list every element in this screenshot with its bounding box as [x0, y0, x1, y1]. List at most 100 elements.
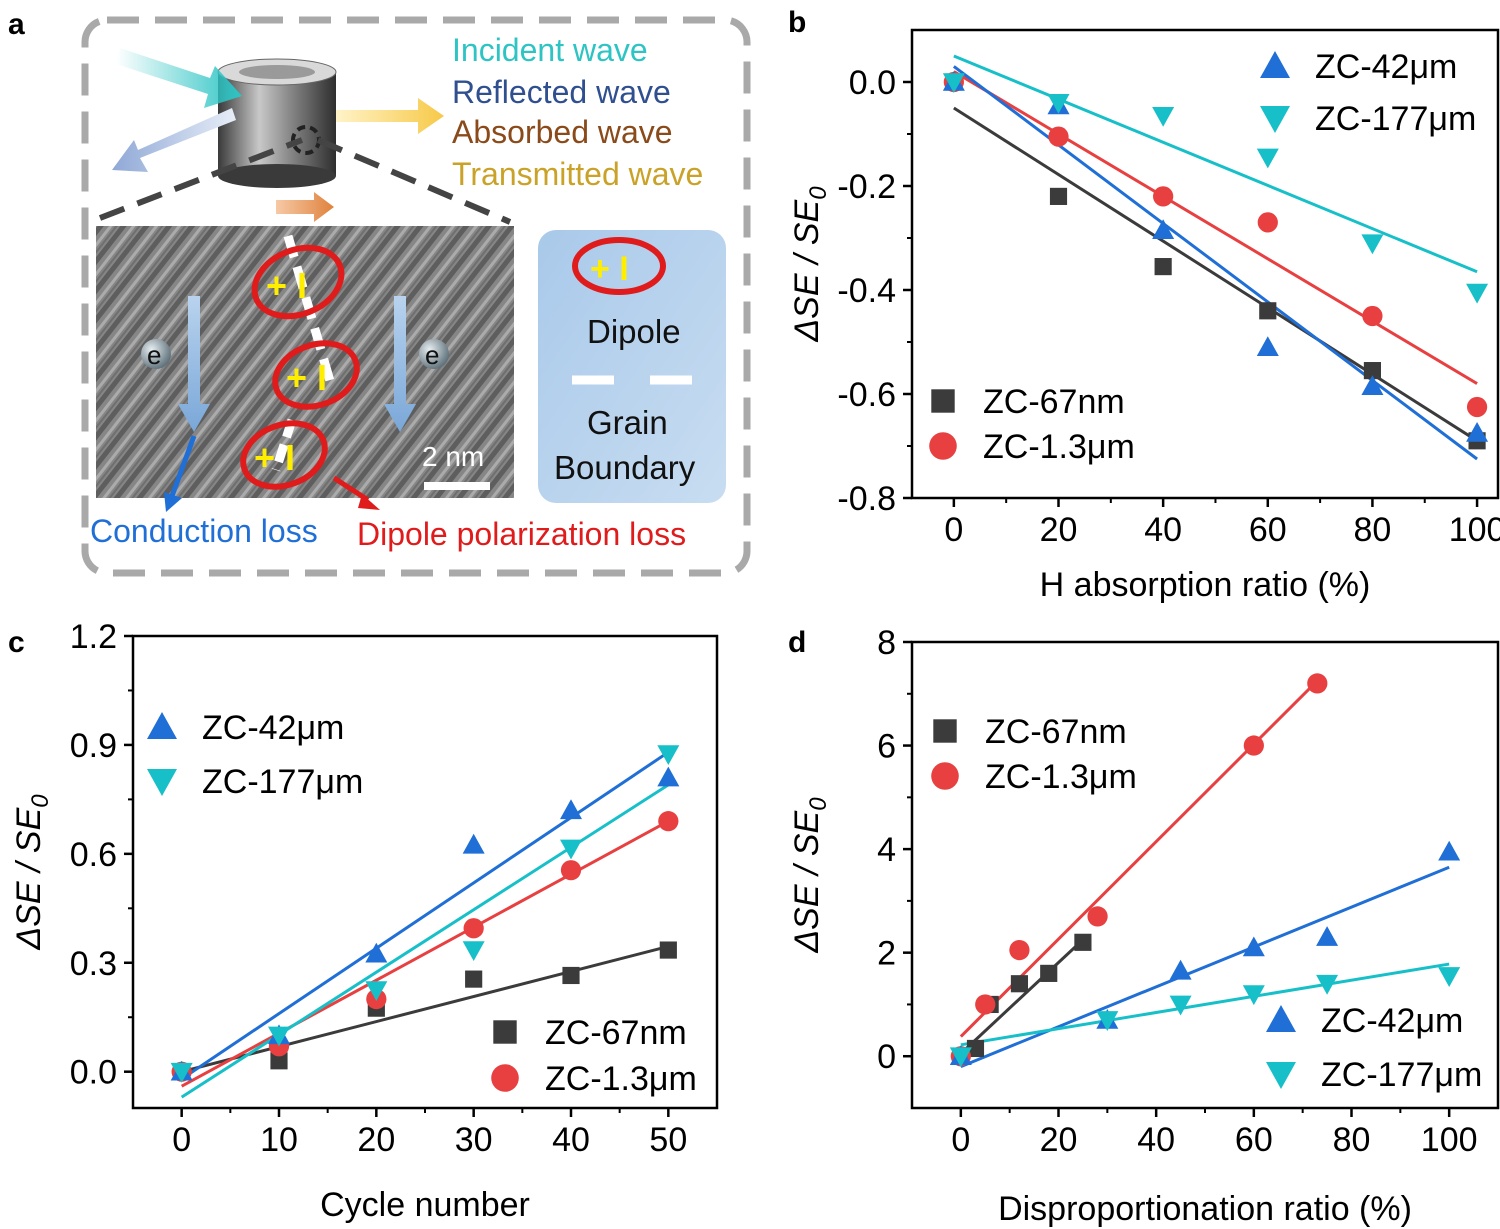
- data-point-ZC-177μm: [1242, 985, 1265, 1006]
- legend-grain-label-2: Boundary: [554, 449, 696, 486]
- data-point-ZC-177μm: [1096, 1011, 1119, 1031]
- data-point-ZC-177μm: [1256, 148, 1279, 169]
- electron-path-right: [384, 296, 416, 432]
- data-point-ZC-1.3μm: [1362, 305, 1383, 327]
- data-point-ZC-1.3μm: [1087, 906, 1108, 927]
- data-point-ZC-67nm: [659, 941, 677, 959]
- data-point-ZC-1.3μm: [1243, 735, 1264, 756]
- data-point-ZC-177μm: [657, 745, 680, 765]
- data-point-ZC-177μm: [1152, 107, 1175, 127]
- fit-line-ZC-67nm: [181, 944, 669, 1074]
- data-point-ZC-42μm: [365, 942, 388, 963]
- data-point-ZC-67nm: [1010, 975, 1029, 993]
- x-tick-label: 80: [1354, 511, 1392, 549]
- x-tick-label: 0: [172, 1121, 191, 1159]
- chart-b: 0 20 40 60 80 100 -0.8 -0.6 -0.4 -0.2 0.0 H absorpt…: [788, 28, 1500, 604]
- data-point-ZC-1.3μm: [560, 860, 582, 881]
- legend-label: ZC-1.3μm: [545, 1060, 697, 1098]
- data-point-ZC-67nm: [1074, 933, 1092, 951]
- panel-label-a: a: [8, 8, 25, 41]
- data-point-ZC-42μm: [1466, 422, 1489, 442]
- data-point-ZC-67nm: [1363, 362, 1382, 380]
- fit-line-ZC-1.3μm: [953, 70, 1478, 385]
- fit-line-ZC-67nm: [959, 938, 1084, 1055]
- data-point-ZC-67nm: [1154, 258, 1172, 276]
- legend-symbol-ZC-1.3μm: [931, 762, 959, 790]
- plot-frame: [910, 28, 1500, 500]
- legend-label: ZC-177μm: [1315, 100, 1476, 138]
- legend-symbol-ZC-177μm: [1266, 1062, 1296, 1089]
- chart-d: 0 20 40 60 80 100 0 2 4 6 8 Disproportionation rati…: [788, 624, 1500, 1228]
- y-tick-label: 0.3: [70, 945, 117, 983]
- y-tick-label: 4: [877, 831, 896, 869]
- data-point-ZC-1.3μm: [1009, 939, 1030, 961]
- x-tick-label: 40: [552, 1121, 590, 1159]
- electron-left: [141, 339, 171, 369]
- data-point-ZC-42μm: [462, 833, 485, 854]
- data-point-ZC-1.3μm: [658, 811, 679, 832]
- dipole-3: + I: [240, 420, 328, 490]
- x-axis-label: H absorption ratio (%): [1040, 566, 1371, 604]
- data-point-ZC-177μm: [560, 839, 582, 860]
- scale-bar: [424, 482, 490, 490]
- schematic-frame: [81, 16, 751, 577]
- x-tick-label: 0: [951, 1121, 970, 1159]
- scale-bar-label: 2 nm: [422, 441, 484, 472]
- legend-label: ZC-42μm: [1315, 48, 1457, 86]
- transmitted-wave-label: Transmitted wave: [452, 156, 703, 192]
- x-tick-label: 60: [1235, 1121, 1273, 1159]
- legend-label: ZC-42μm: [1321, 1002, 1463, 1040]
- legend-label: ZC-177μm: [202, 763, 363, 801]
- legend-label: ZC-1.3μm: [983, 428, 1135, 466]
- y-tick-label: 6: [877, 728, 896, 766]
- data-point-ZC-1.3μm: [463, 918, 484, 939]
- y-tick-label: 0: [877, 1038, 896, 1076]
- y-tick-label: 8: [877, 624, 896, 662]
- dipole-loss-label: Dipole polarization loss: [357, 516, 686, 552]
- data-point-ZC-177μm: [268, 1026, 290, 1047]
- data-point-ZC-1.3μm: [1466, 396, 1488, 418]
- conduction-loss-label: Conduction loss: [90, 513, 318, 549]
- legend-symbol-ZC-1.3μm: [491, 1064, 519, 1092]
- data-point-ZC-1.3μm: [1307, 673, 1328, 694]
- dipole-2: + I: [272, 340, 360, 410]
- data-point-ZC-177μm: [1361, 234, 1384, 255]
- panel-label-c: c: [8, 626, 25, 659]
- legend-symbol-ZC-42μm: [147, 712, 177, 739]
- y-tick-label: -0.8: [837, 480, 896, 518]
- legend-symbol-ZC-177μm: [1260, 106, 1290, 133]
- reflected-wave-label: Reflected wave: [452, 74, 671, 110]
- chart-c: 0 10 20 30 40 50 0.0 0.3 0.6 0.9 1.2 Cycle number ΔS…: [10, 618, 719, 1224]
- data-point-ZC-42μm: [1438, 840, 1461, 861]
- data-point-ZC-177μm: [365, 981, 388, 1001]
- legend-label: ZC-67nm: [983, 383, 1125, 421]
- zoom-line-left: [98, 137, 304, 221]
- dipole-2-signs: + I: [286, 357, 327, 398]
- fit-line-ZC-42μm: [960, 865, 1450, 1068]
- y-axis-label: ΔSE / SE0: [10, 794, 54, 951]
- data-point-ZC-42μm: [1316, 926, 1339, 946]
- fit-line-ZC-1.3μm: [180, 819, 670, 1088]
- x-tick-label: 10: [260, 1121, 298, 1159]
- fit-line-ZC-42μm: [180, 750, 670, 1081]
- data-point-ZC-1.3μm: [1153, 186, 1174, 207]
- data-point-ZC-67nm: [1049, 187, 1068, 205]
- y-tick-label: 2: [877, 935, 896, 973]
- fit-line-ZC-177μm: [960, 962, 1450, 1047]
- data-point-ZC-42μm: [1242, 936, 1265, 957]
- y-tick-label: 0.6: [70, 836, 117, 874]
- legend-label: ZC-67nm: [545, 1014, 687, 1052]
- data-point-ZC-67nm: [1040, 964, 1058, 982]
- legend-dipole-label: Dipole: [587, 313, 681, 350]
- data-point-ZC-177μm: [1438, 967, 1461, 987]
- x-tick-label: 100: [1421, 1121, 1478, 1159]
- data-point-ZC-42μm: [1256, 336, 1279, 356]
- x-tick-label: 20: [1040, 511, 1078, 549]
- dipole-3-signs: + I: [254, 437, 295, 478]
- fit-line-ZC-177μm: [180, 783, 670, 1099]
- x-tick-label: 80: [1333, 1121, 1371, 1159]
- data-point-ZC-67nm: [966, 1039, 985, 1058]
- electron-left-label: e: [147, 340, 161, 370]
- incident-arrow: [116, 48, 242, 108]
